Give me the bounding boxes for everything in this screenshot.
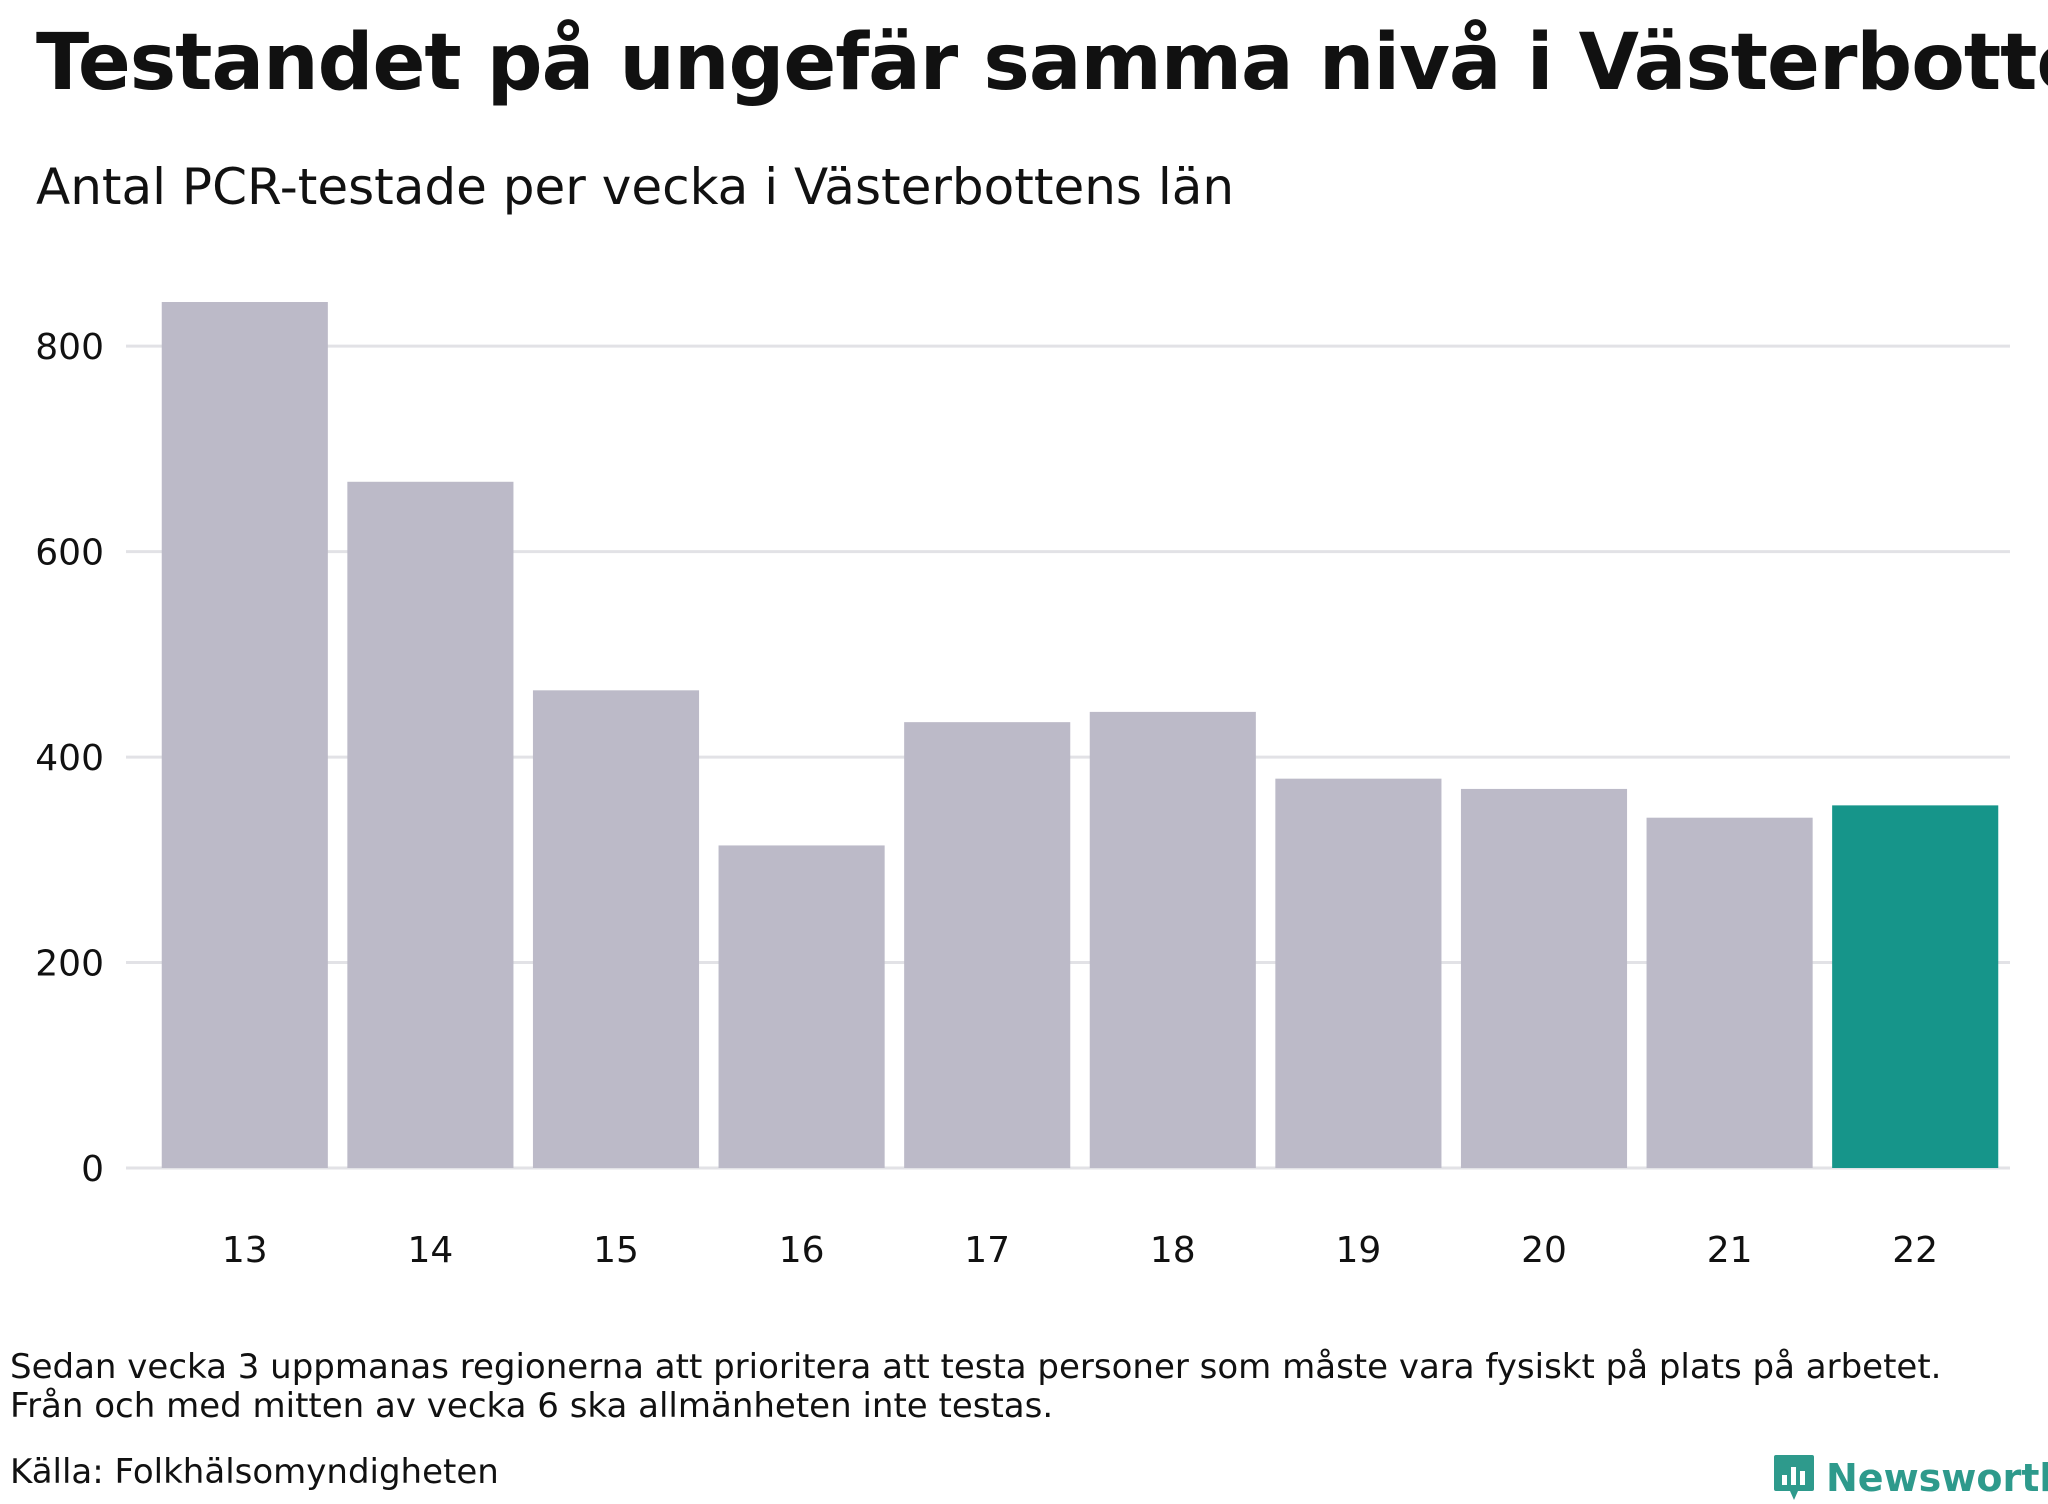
y-tick-label: 600	[35, 533, 104, 574]
x-tick-label: 18	[1150, 1230, 1196, 1271]
bar-week-20	[1460, 788, 1628, 1168]
y-tick-label: 0	[81, 1149, 104, 1190]
bar-week-18	[1089, 711, 1256, 1168]
brand-name: Newsworthy	[1826, 1456, 2048, 1500]
bar-week-19	[1275, 778, 1442, 1168]
chart-title: Testandet på ungefär samma nivå i Väster…	[36, 18, 2048, 108]
x-tick-label: 22	[1892, 1230, 1938, 1271]
x-tick-label: 21	[1707, 1230, 1753, 1271]
y-tick-label: 800	[35, 327, 104, 368]
x-tick-label: 16	[779, 1230, 825, 1271]
note-line-2: Från och med mitten av vecka 6 ska allmä…	[10, 1386, 1054, 1426]
bar-week-22	[1832, 805, 1999, 1168]
bars	[161, 302, 1999, 1168]
bar-week-21	[1646, 817, 1813, 1168]
x-tick-label: 19	[1335, 1230, 1381, 1271]
source-text: Källa: Folkhälsomyndigheten	[10, 1452, 499, 1492]
y-tick-label: 400	[35, 738, 104, 779]
bar-week-13	[161, 302, 328, 1168]
y-tick-label: 200	[35, 944, 104, 985]
x-tick-label: 14	[407, 1230, 453, 1271]
bar-chart: 0 200 400 600 800 13 14 15 16 17 18 19 20 21 22	[35, 302, 2010, 1271]
y-axis-ticks: 0 200 400 600 800	[35, 327, 104, 1190]
bar-week-16	[718, 845, 885, 1168]
note-line-1: Sedan vecka 3 uppmanas regionerna att pr…	[10, 1347, 1942, 1387]
bar-week-14	[347, 481, 514, 1168]
x-tick-label: 20	[1521, 1230, 1567, 1271]
x-axis-ticks: 13 14 15 16 17 18 19 20 21 22	[222, 1230, 1938, 1271]
bar-week-15	[532, 690, 700, 1168]
brand-logo: Newsworthy	[1772, 1452, 2048, 1504]
x-tick-label: 17	[964, 1230, 1010, 1271]
newsworthy-logo-icon	[1774, 1455, 1814, 1500]
x-tick-label: 15	[593, 1230, 639, 1271]
bar-week-17	[904, 722, 1071, 1168]
x-tick-label: 13	[222, 1230, 268, 1271]
chart-subtitle: Antal PCR-testade per vecka i Västerbott…	[36, 158, 1235, 216]
chart-note: Sedan vecka 3 uppmanas regionerna att pr…	[10, 1348, 2020, 1426]
